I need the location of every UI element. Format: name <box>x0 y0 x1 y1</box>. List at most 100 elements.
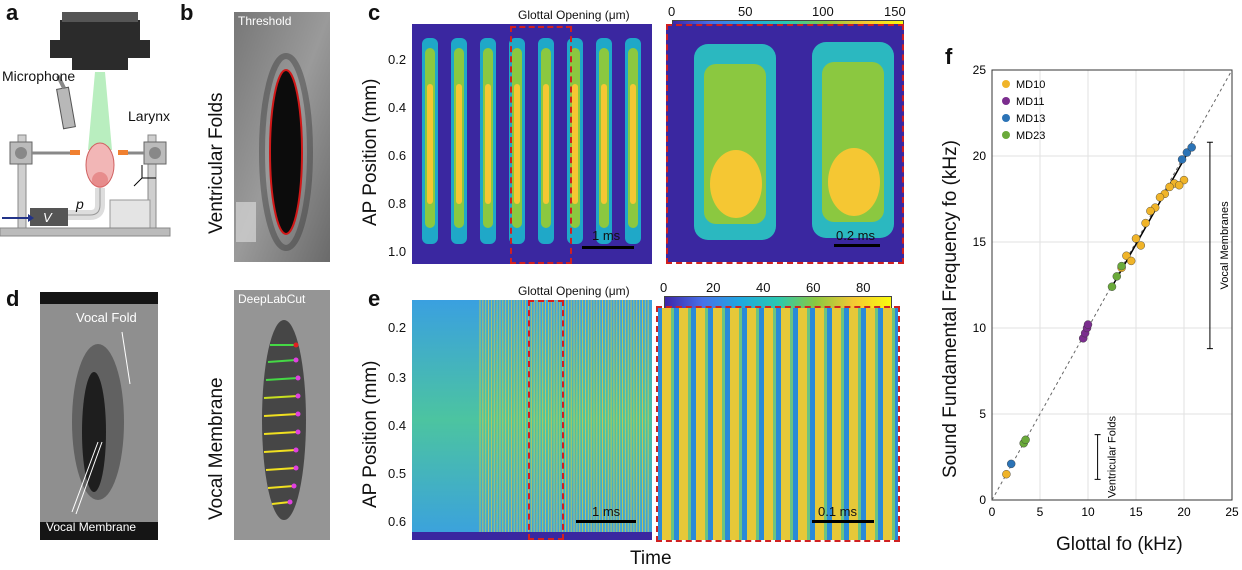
f-xtick: 25 <box>1225 505 1239 519</box>
e-ytick-1: 0.3 <box>388 370 407 385</box>
e-zoom-frame <box>656 306 900 542</box>
vocal-membrane-image-label: Vocal Membrane <box>46 520 137 534</box>
e-zoom-band <box>883 308 892 540</box>
f-axes-box <box>991 69 1233 501</box>
e-zoom-box <box>528 300 564 540</box>
e-ytick-4: 0.6 <box>388 514 407 529</box>
f-point-md10 <box>1002 470 1011 479</box>
f-xtick: 10 <box>1081 505 1095 519</box>
e-kymograph-left <box>412 300 652 540</box>
f-legend-md13: MD13 <box>1016 113 1045 125</box>
e-zoom-band <box>866 308 875 540</box>
threshold-image: Threshold <box>234 12 330 262</box>
f-point-md10 <box>1165 182 1174 192</box>
c-scalebar-left <box>582 246 634 249</box>
e-zoom-band <box>781 308 790 540</box>
f-ytick: 0 <box>979 493 986 507</box>
deeplabcut-image: DeepLabCut <box>234 290 330 540</box>
threshold-contour <box>269 69 303 235</box>
c-ytick-2: 0.6 <box>388 148 407 163</box>
f-legend-md11: MD11 <box>1016 96 1045 108</box>
e-zoom-band <box>696 308 705 540</box>
e-scale-right-label: 0.1 ms <box>818 504 858 519</box>
camera-shape <box>50 20 150 70</box>
f-point-md10 <box>1122 251 1131 260</box>
vocal-fold-label: Vocal Fold <box>76 310 137 325</box>
f-point-md10 <box>1174 181 1184 190</box>
e-zoom-band <box>832 308 841 540</box>
f-xtick: 15 <box>1129 505 1143 519</box>
e-zoom-band <box>679 308 688 540</box>
c-ylabel: AP Position (mm) <box>360 78 381 226</box>
c-colorbar-title: Glottal Opening (μm) <box>518 8 630 22</box>
microphone-label: Microphone <box>2 68 76 84</box>
f-legend-md23: MD23 <box>1016 130 1045 142</box>
pressure-label: p <box>76 196 84 212</box>
f-annotation-label: Ventricular Folds <box>1107 416 1119 498</box>
f-ytick: 25 <box>973 63 987 77</box>
f-point-md13 <box>1182 148 1192 157</box>
f-point-md10 <box>1179 175 1189 185</box>
e-ytick-0: 0.2 <box>388 320 407 335</box>
f-points <box>1002 143 1196 479</box>
f-point-md23 <box>1117 261 1126 271</box>
f-annotations: Vocal Membranes Ventricular Folds <box>1094 141 1231 498</box>
f-annotation-label: Vocal Membranes <box>1219 201 1231 290</box>
f-point-md10 <box>1146 206 1155 216</box>
f-scatter-chart: 0 5 10 15 20 25 0 5 10 15 20 25 MD10 MD11 MD13 MD23 Vo… <box>973 63 1239 519</box>
tracked-points <box>263 342 301 505</box>
c-cbar-tick-0: 0 <box>668 4 676 19</box>
f-legend-marker <box>1002 80 1010 88</box>
e-scalebar-right <box>812 520 874 523</box>
e-zoom-band <box>798 308 807 540</box>
e-cbar-tick-2: 40 <box>756 280 771 295</box>
e-zoom-band <box>849 308 858 540</box>
time-label: Time <box>630 548 672 569</box>
f-ytick: 20 <box>973 149 987 163</box>
c-cbar-tick-2: 100 <box>812 4 834 19</box>
panel-label-f: f <box>945 44 953 69</box>
deeplabcut-label: DeepLabCut <box>238 292 306 306</box>
c-scalebar-right <box>834 244 880 247</box>
threshold-label: Threshold <box>238 14 292 28</box>
e-cbar-tick-1: 20 <box>706 280 721 295</box>
ventricular-folds-label: Ventricular Folds <box>206 92 227 234</box>
c-kymograph-right <box>666 24 904 262</box>
c-ytick-0: 0.2 <box>388 52 407 67</box>
panel-label-a: a <box>6 0 19 25</box>
e-colorbar-title: Glottal Opening (μm) <box>518 284 630 298</box>
e-ylabel: AP Position (mm) <box>360 360 381 508</box>
panel-label-e: e <box>368 286 381 311</box>
e-ytick-3: 0.5 <box>388 466 407 481</box>
f-legend-marker <box>1002 114 1010 122</box>
f-point-md10 <box>1141 218 1150 228</box>
e-zoom-band <box>730 308 739 540</box>
f-point-md13 <box>1177 155 1187 164</box>
light-cone <box>88 72 112 150</box>
c-zoom-box <box>510 26 572 264</box>
e-cbar-tick-4: 80 <box>856 280 871 295</box>
membrane-image: Vocal Fold Vocal Membrane <box>40 292 158 540</box>
f-point-md10 <box>1126 256 1136 266</box>
f-point-md23 <box>1107 282 1117 291</box>
e-zoom-band <box>764 308 773 540</box>
larynx-label: Larynx <box>128 108 171 124</box>
f-point-md10 <box>1155 193 1165 202</box>
c-scale-left-label: 1 ms <box>592 228 621 243</box>
f-legend: MD10 MD11 MD13 MD23 <box>1002 79 1045 142</box>
e-zoom-band <box>747 308 756 540</box>
f-ylabel: Sound Fundamental Frequency fo (kHz) <box>940 140 961 478</box>
f-legend-marker <box>1002 131 1010 139</box>
f-point-md10 <box>1136 241 1146 250</box>
f-point-md10 <box>1131 234 1141 243</box>
f-point-md23 <box>1021 435 1030 444</box>
f-legend-md10: MD10 <box>1016 79 1045 91</box>
panel-label-d: d <box>6 286 20 311</box>
panel-label-c: c <box>368 0 381 25</box>
f-xtick: 0 <box>989 505 996 519</box>
microphone-icon <box>56 75 76 130</box>
c-ytick-4: 1.0 <box>388 244 407 259</box>
camera-top <box>62 12 138 22</box>
f-point-md11 <box>1083 320 1093 329</box>
e-zoom-band <box>815 308 824 540</box>
